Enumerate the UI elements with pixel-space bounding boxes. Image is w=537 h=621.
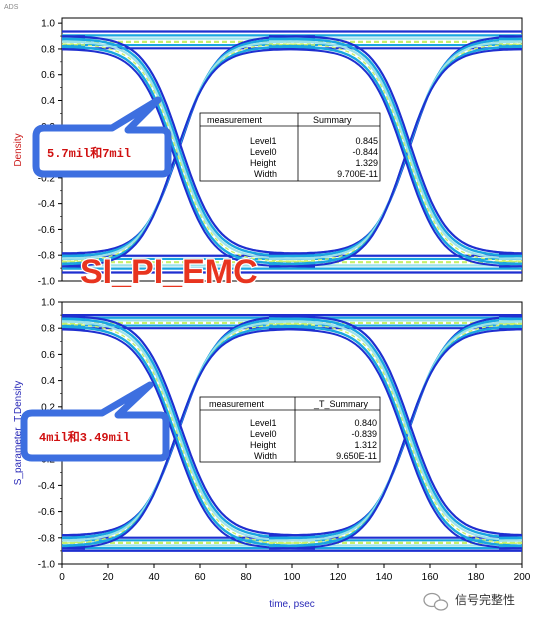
eye-transition-trace bbox=[269, 37, 522, 258]
y-tick-label: -1.0 bbox=[38, 277, 56, 288]
y-tick-label: 0.2 bbox=[41, 402, 55, 413]
x-tick-label: 60 bbox=[194, 572, 206, 583]
y-tick-label: 1.0 bbox=[41, 19, 55, 30]
y-tick-label: 0.4 bbox=[41, 96, 55, 107]
y-tick-label: -0.6 bbox=[38, 225, 56, 236]
top-level0-value: -0.844 bbox=[352, 147, 378, 157]
top-width-value: 9.700E-11 bbox=[337, 169, 378, 179]
bottom-y-axis-title: S_parameter_T.Density bbox=[13, 381, 24, 486]
bottom-height-value: 1.312 bbox=[354, 440, 377, 450]
bottom-measurement-table: measurement _T_Summary Level1 0.840 Leve… bbox=[199, 396, 381, 463]
bottom-callout: 4mil和3.49mil bbox=[20, 381, 170, 462]
y-tick-label: 0.6 bbox=[41, 70, 55, 81]
y-tick-label: 0.6 bbox=[41, 350, 55, 361]
watermark-text: SI_PI_EMC bbox=[80, 253, 258, 291]
top-callout-bubble bbox=[32, 96, 172, 178]
bottom-measurement-header: measurement bbox=[209, 399, 265, 409]
top-eye-traces bbox=[62, 30, 522, 274]
bottom-level1-value: 0.840 bbox=[354, 418, 377, 428]
footer-brand-text: 信号完整性 bbox=[455, 592, 515, 607]
x-tick-label: 100 bbox=[284, 572, 301, 583]
top-width-label: Width bbox=[254, 169, 277, 179]
top-callout: 5.7mil和7mil bbox=[32, 96, 172, 178]
bottom-level0-label: Level0 bbox=[250, 429, 277, 439]
bottom-eye-traces bbox=[62, 314, 522, 552]
y-tick-label: -0.8 bbox=[38, 251, 56, 262]
y-tick-label: -0.2 bbox=[38, 173, 56, 184]
eye-transition-trace bbox=[269, 314, 522, 537]
x-tick-label: 40 bbox=[148, 572, 160, 583]
bottom-measurement-frame bbox=[199, 396, 381, 463]
top-measurement-table: measurement Summary Level1 0.845 Level0 … bbox=[199, 112, 381, 182]
y-tick-label: -0.4 bbox=[38, 481, 56, 492]
eye-transition-trace bbox=[62, 48, 315, 268]
y-tick-label: -1.0 bbox=[38, 560, 56, 571]
eye-transition-trace bbox=[62, 37, 316, 258]
bottom-callout-bubble bbox=[20, 381, 170, 462]
top-height-value: 1.329 bbox=[355, 158, 378, 168]
y-tick-label: 0.4 bbox=[41, 376, 55, 387]
bottom-level1-label: Level1 bbox=[250, 418, 277, 428]
x-tick-label: 160 bbox=[422, 572, 439, 583]
bottom-x-axis: 0 20 40 60 80 100 120 140 160 180 200 bbox=[59, 564, 531, 583]
eye-transition-trace bbox=[268, 328, 522, 550]
bottom-callout-text: 4mil和3.49mil bbox=[39, 429, 130, 445]
top-level1-label: Level1 bbox=[250, 136, 277, 146]
y-tick-label: -0.8 bbox=[38, 533, 56, 544]
bottom-width-label: Width bbox=[254, 451, 277, 461]
x-tick-label: 120 bbox=[330, 572, 347, 583]
eye-transition-trace bbox=[62, 40, 315, 260]
y-tick-label: 1.0 bbox=[41, 298, 55, 309]
x-tick-label: 200 bbox=[514, 572, 531, 583]
eye-transition-trace bbox=[269, 48, 522, 268]
eye-transition-trace bbox=[62, 315, 315, 537]
x-tick-label: 180 bbox=[468, 572, 485, 583]
eye-transition-trace bbox=[62, 45, 315, 266]
bottom-level0-value: -0.839 bbox=[351, 429, 377, 439]
eye-transition-trace bbox=[269, 325, 522, 547]
wechat-icon bbox=[423, 592, 449, 611]
eye-transition-trace bbox=[62, 43, 315, 263]
top-level1-value: 0.845 bbox=[355, 136, 378, 146]
x-tick-label: 20 bbox=[102, 572, 114, 583]
eye-transition-trace bbox=[62, 328, 316, 550]
y-tick-label: -0.4 bbox=[38, 199, 56, 210]
top-level0-label: Level0 bbox=[250, 147, 277, 157]
y-tick-label: 0.8 bbox=[41, 324, 55, 335]
bottom-width-value: 9.650E-11 bbox=[336, 451, 377, 461]
eye-transition-trace bbox=[62, 325, 315, 548]
eye-transition-trace bbox=[62, 323, 315, 545]
eye-transition-trace bbox=[62, 320, 315, 542]
bottom-summary-header: _T_Summary bbox=[313, 399, 369, 409]
top-summary-header: Summary bbox=[313, 115, 352, 125]
top-callout-text: 5.7mil和7mil bbox=[47, 145, 131, 161]
y-tick-label: -0.6 bbox=[38, 507, 56, 518]
top-height-label: Height bbox=[250, 158, 277, 168]
eye-transition-trace bbox=[269, 40, 522, 260]
eye-transition-trace bbox=[268, 35, 522, 255]
app-label: ADS bbox=[4, 4, 19, 11]
x-tick-label: 140 bbox=[376, 572, 393, 583]
top-y-axis-title: Density bbox=[13, 133, 24, 166]
eye-transition-trace bbox=[62, 317, 316, 540]
x-axis-title: time, psec bbox=[269, 599, 315, 610]
footer-brand: 信号完整性 bbox=[423, 592, 515, 611]
bottom-height-label: Height bbox=[250, 440, 277, 450]
x-tick-label: 80 bbox=[240, 572, 252, 583]
top-measurement-header: measurement bbox=[207, 115, 263, 125]
eye-transition-trace bbox=[62, 35, 316, 255]
y-tick-label: 0.8 bbox=[41, 44, 55, 55]
eye-transition-trace bbox=[62, 43, 315, 262]
x-tick-label: 0 bbox=[59, 572, 65, 583]
top-measurement-frame bbox=[199, 112, 381, 182]
top-eye-diagram: 1.00.80.60.40.20.0-0.2-0.4-0.6-0.8-1.0 D… bbox=[13, 17, 523, 288]
